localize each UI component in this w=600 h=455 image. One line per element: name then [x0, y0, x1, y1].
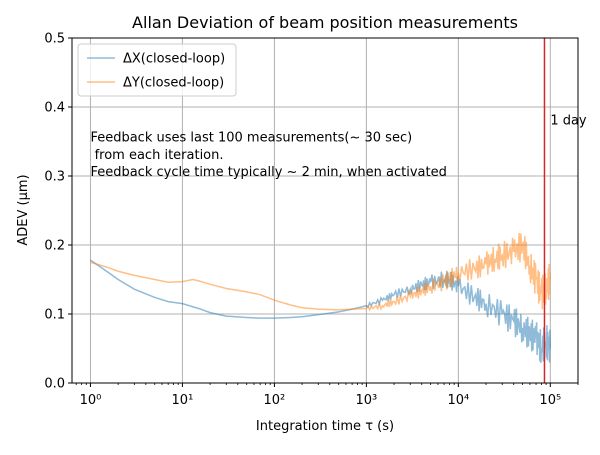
one-day-label: 1 day — [550, 113, 587, 128]
x-axis-label: Integration time τ (s) — [256, 419, 394, 434]
annotations: Feedback uses last 100 measurements(~ 30… — [90, 113, 586, 180]
legend-box — [77, 43, 237, 97]
y-tick-label: 0.1 — [44, 308, 65, 323]
series-lines — [90, 232, 552, 363]
feedback-line-1: Feedback uses last 100 measurements(~ 30… — [90, 131, 412, 146]
x-tick-label: 10⁰ — [80, 393, 102, 408]
series-line-1 — [90, 232, 552, 312]
x-tick-label: 10² — [264, 393, 286, 408]
x-tick-label: 10⁵ — [539, 393, 561, 408]
plot-frame — [71, 37, 579, 384]
y-tick-label: 0.3 — [44, 170, 65, 185]
y-tick-label: 0.5 — [44, 32, 65, 47]
x-tick-label: 10¹ — [172, 393, 194, 408]
series-line-0 — [90, 259, 552, 363]
legend-label-0: ΔX(closed-loop) — [123, 52, 225, 67]
feedback-line-3: Feedback cycle time typically ~ 2 min, w… — [90, 165, 446, 180]
y-axis-label: ADEV (μm) — [16, 174, 31, 245]
y-tick-label: 0.0 — [44, 377, 65, 392]
x-tick-label: 10⁴ — [447, 393, 469, 408]
legend-label-1: ΔY(closed-loop) — [123, 76, 224, 91]
legend: ΔX(closed-loop) ΔY(closed-loop) — [77, 43, 237, 97]
y-tick-label: 0.4 — [44, 101, 65, 116]
chart-title: Allan Deviation of beam position measure… — [132, 13, 518, 32]
feedback-line-2: from each iteration. — [90, 148, 223, 163]
axis-ticks: 10⁰ 10¹ 10² 10³ 10⁴ 10⁵ 0.0 0.1 0.2 0.3 0.4 0.5 — [44, 32, 579, 408]
y-tick-label: 0.2 — [44, 239, 65, 254]
x-tick-label: 10³ — [355, 393, 377, 408]
